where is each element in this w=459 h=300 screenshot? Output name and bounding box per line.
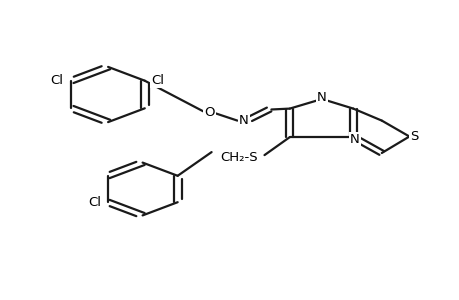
Text: N: N (316, 91, 326, 104)
Text: S: S (409, 130, 417, 143)
Text: Cl: Cl (50, 74, 63, 87)
Text: N: N (349, 133, 359, 146)
Text: O: O (204, 106, 214, 119)
Text: Cl: Cl (88, 196, 101, 209)
Text: N: N (238, 113, 248, 127)
Text: CH₂-S: CH₂-S (220, 151, 257, 164)
Text: Cl: Cl (151, 74, 164, 87)
